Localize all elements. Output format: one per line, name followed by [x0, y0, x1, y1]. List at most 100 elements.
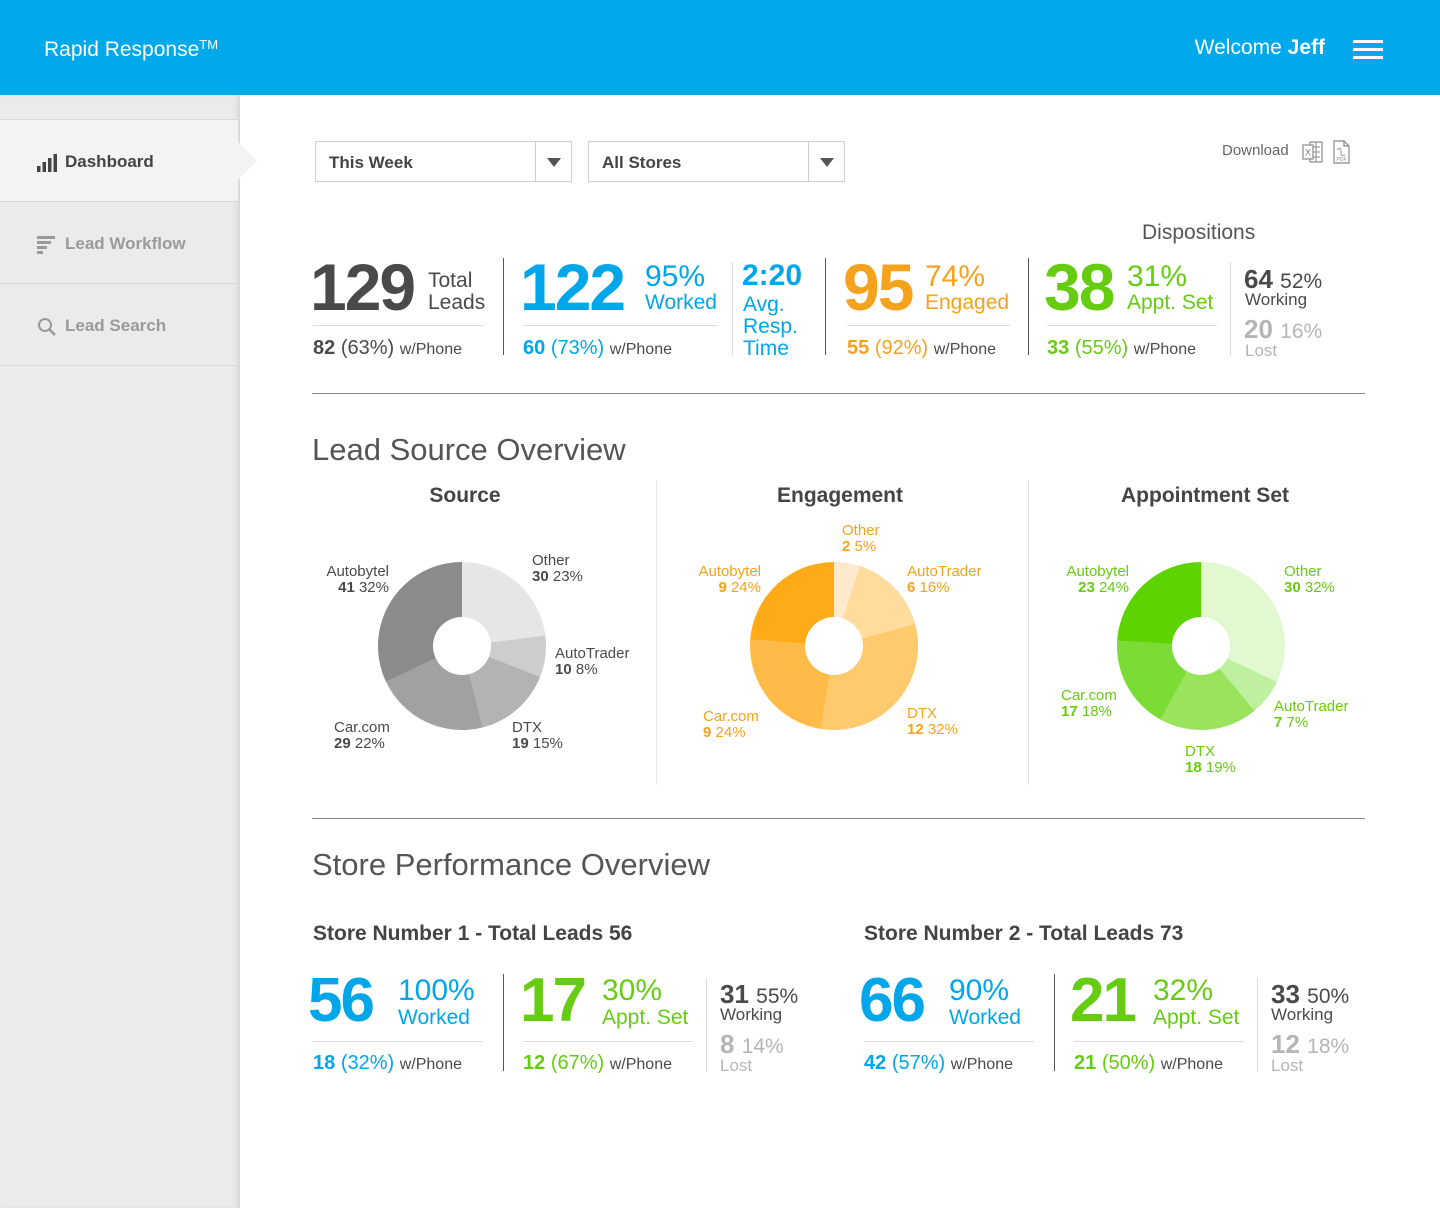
store-1-appt-value: 17: [520, 966, 587, 1035]
store-2-appt-label: Appt. Set: [1153, 1006, 1240, 1029]
hamburger-menu-icon[interactable]: [1353, 40, 1383, 59]
store-2-worked-value: 66: [859, 966, 926, 1035]
pie-center-hole: [433, 617, 491, 675]
store-2-lost-stat: 12 18%: [1271, 1029, 1350, 1059]
pie-center-hole: [805, 617, 863, 675]
appt-set-phone: 33 (55%) w/Phone: [1047, 337, 1196, 359]
slice-label-dtx: DTX 12 32%: [907, 705, 958, 738]
appointment-chart-title: Appointment Set: [1121, 484, 1289, 507]
slice-label-carcom: Car.com 9 24%: [703, 708, 759, 741]
pie-center-hole: [1172, 617, 1230, 675]
app-brand[interactable]: Rapid ResponseTM: [44, 37, 218, 62]
resp-time-value: 2:20: [742, 259, 803, 292]
sidebar-item-lead-workflow[interactable]: Lead Workflow: [0, 202, 238, 284]
store-1-working-stat: 31 55%: [720, 979, 799, 1009]
chevron-down-icon[interactable]: [535, 142, 571, 181]
store-2-appt-phone: 21 (50%) w/Phone: [1074, 1052, 1223, 1074]
store-1-appt-pct: 30%: [602, 974, 663, 1007]
chevron-down-icon[interactable]: [808, 142, 844, 181]
total-leads-phone: 82 (63%) w/Phone: [313, 337, 462, 359]
slice-label-autotrader: AutoTrader 6 16%: [907, 563, 982, 596]
store-2-working-stat: 33 50%: [1271, 979, 1350, 1009]
store-2-worked-pct: 90%: [949, 974, 1010, 1007]
engagement-pie-chart: [750, 562, 918, 730]
store-2-title: Store Number 2 - Total Leads 73: [864, 922, 1184, 945]
worked-value: 122: [520, 250, 626, 324]
store-1-appt-phone: 12 (67%) w/Phone: [523, 1052, 672, 1074]
source-pie-chart: [378, 562, 546, 730]
engaged-value: 95: [843, 250, 914, 324]
worked-phone: 60 (73%) w/Phone: [523, 337, 672, 359]
dispositions-title: Dispositions: [1142, 221, 1256, 244]
store-1-title: Store Number 1 - Total Leads 56: [313, 922, 633, 945]
store-2-lost-label: Lost: [1271, 1056, 1304, 1075]
store-select-value: All Stores: [602, 153, 682, 172]
slice-label-autobytel: Autobytel 9 24%: [698, 563, 761, 596]
period-select[interactable]: This Week: [315, 141, 572, 182]
engagement-chart-title: Engagement: [776, 484, 904, 507]
user-name: Jeff: [1287, 36, 1325, 59]
lost-stat: 20 16%: [1244, 314, 1323, 344]
slice-label-autobytel: Autobytel 41 32%: [326, 563, 389, 596]
slice-label-autotrader: AutoTrader 7 7%: [1274, 698, 1349, 731]
source-chart-title: Source: [429, 484, 501, 507]
total-leads-label: Total Leads: [428, 269, 486, 314]
welcome-text: Welcome: [1194, 36, 1282, 59]
slice-label-other: Other 2 5%: [842, 522, 880, 555]
slice-label-other: Other 30 32%: [1284, 563, 1335, 596]
slice-label-autotrader: AutoTrader 10 8%: [555, 645, 630, 678]
store-1-appt-label: Appt. Set: [602, 1006, 689, 1029]
working-label: Working: [1245, 290, 1308, 309]
pie-slice-dtx: [1160, 646, 1255, 730]
period-select-value: This Week: [329, 153, 413, 172]
svg-text:X: X: [1305, 148, 1311, 158]
lost-label: Lost: [1245, 341, 1278, 360]
pie-slice-autobytel: [750, 562, 834, 646]
appt-set-label: Appt. Set: [1127, 291, 1214, 314]
store-1-worked-label: Worked: [398, 1006, 470, 1029]
lead-source-title: Lead Source Overview: [312, 432, 626, 467]
sidebar-item-lead-search[interactable]: Lead Search: [0, 284, 238, 366]
slice-label-dtx: DTX 18 19%: [1185, 743, 1236, 776]
download-label: Download: [1222, 142, 1289, 159]
sidebar-item-label: Lead Workflow: [65, 234, 186, 253]
working-stat: 64 52%: [1244, 264, 1323, 294]
appointment-pie-chart: [1117, 562, 1285, 730]
welcome-message: Welcome Jeff: [1195, 36, 1325, 60]
pdf-icon[interactable]: PDF: [1330, 140, 1352, 164]
store-select[interactable]: All Stores: [588, 141, 845, 182]
pie-slice-autobytel: [1117, 562, 1201, 646]
store-2-appt-value: 21: [1070, 966, 1137, 1035]
store-1-worked-value: 56: [308, 966, 375, 1035]
sidebar-item-label: Lead Search: [65, 316, 167, 335]
trademark-mark: TM: [199, 37, 219, 52]
slice-label-carcom: Car.com 29 22%: [334, 719, 390, 752]
slice-label-autobytel: Autobytel 23 24%: [1066, 563, 1129, 596]
bar-chart-icon: [37, 154, 57, 172]
store-2-working-label: Working: [1271, 1005, 1334, 1024]
appt-set-value: 38: [1044, 250, 1115, 324]
store-1-working-label: Working: [720, 1005, 783, 1024]
excel-icon[interactable]: X: [1302, 140, 1324, 164]
engaged-phone: 55 (92%) w/Phone: [847, 337, 996, 359]
sidebar-item-label: Dashboard: [65, 152, 154, 171]
sidebar: Dashboard Lead Workflow Lead Search: [0, 95, 257, 1208]
pie-slice-other: [462, 562, 546, 646]
appt-set-pct: 31%: [1127, 260, 1188, 293]
store-2-worked-phone: 42 (57%) w/Phone: [864, 1052, 1013, 1074]
svg-text:PDF: PDF: [1337, 157, 1347, 163]
brand-name: Rapid Response: [44, 38, 200, 61]
store-1-worked-phone: 18 (32%) w/Phone: [313, 1052, 462, 1074]
worked-pct: 95%: [645, 260, 706, 293]
store-1-worked-pct: 100%: [398, 974, 475, 1007]
store-1-lost-stat: 8 14%: [720, 1029, 784, 1059]
store-2-appt-pct: 32%: [1153, 974, 1214, 1007]
store-performance-title: Store Performance Overview: [312, 847, 710, 882]
slice-label-dtx: DTX 19 15%: [512, 719, 563, 752]
slice-label-other: Other 30 23%: [532, 552, 583, 585]
engaged-pct: 74%: [925, 260, 986, 293]
sidebar-item-dashboard[interactable]: Dashboard: [0, 120, 257, 202]
engaged-label: Engaged: [925, 291, 1010, 314]
resp-time-label: Avg. Resp. Time: [743, 293, 798, 360]
slice-label-carcom: Car.com 17 18%: [1061, 687, 1117, 720]
